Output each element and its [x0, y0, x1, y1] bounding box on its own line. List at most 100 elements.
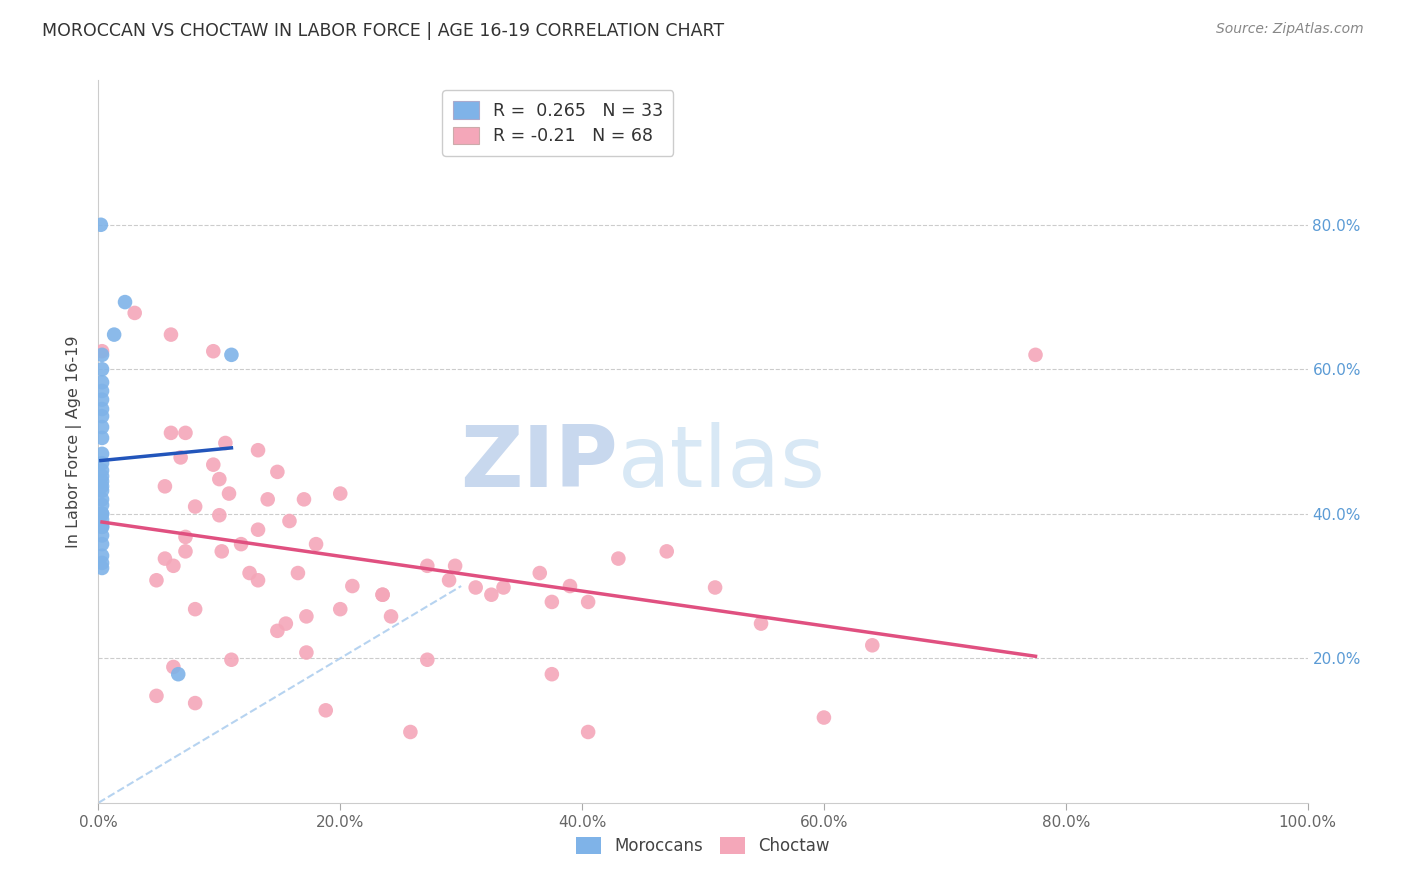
Point	[91, 447, 114, 461]
Point	[221, 348, 243, 362]
Point	[103, 327, 125, 342]
Text: atlas: atlas	[619, 422, 827, 505]
Point	[208, 472, 231, 486]
Point	[558, 579, 581, 593]
Point	[239, 566, 262, 580]
Point	[529, 566, 551, 580]
Point	[266, 624, 288, 638]
Point	[160, 425, 183, 440]
Point	[813, 710, 835, 724]
Point	[437, 574, 460, 588]
Point	[91, 362, 114, 376]
Point	[91, 549, 114, 563]
Point	[91, 475, 114, 489]
Point	[167, 667, 190, 681]
Point	[184, 696, 207, 710]
Point	[91, 498, 114, 512]
Point	[607, 551, 630, 566]
Point	[91, 528, 114, 542]
Point	[860, 638, 883, 652]
Text: Source: ZipAtlas.com: Source: ZipAtlas.com	[1216, 22, 1364, 37]
Point	[416, 558, 439, 573]
Point	[655, 544, 678, 558]
Point	[214, 436, 236, 450]
Point	[145, 574, 167, 588]
Point	[247, 523, 270, 537]
Point	[91, 479, 114, 493]
Point	[91, 507, 114, 521]
Point	[247, 443, 270, 458]
Point	[221, 653, 243, 667]
Point	[329, 486, 352, 500]
Point	[91, 520, 114, 534]
Point	[380, 609, 402, 624]
Y-axis label: In Labor Force | Age 16-19: In Labor Force | Age 16-19	[66, 335, 83, 548]
Point	[287, 566, 309, 580]
Point	[416, 653, 439, 667]
Point	[91, 392, 114, 407]
Point	[481, 588, 503, 602]
Point	[444, 558, 467, 573]
Point	[174, 530, 197, 544]
Point	[256, 492, 278, 507]
Point	[342, 579, 364, 593]
Point	[399, 725, 422, 739]
Point	[704, 581, 727, 595]
Point	[91, 492, 114, 507]
Point	[91, 512, 114, 526]
Point	[174, 425, 197, 440]
Point	[169, 450, 191, 465]
Point	[295, 609, 318, 624]
Point	[184, 500, 207, 514]
Point	[91, 402, 114, 417]
Point	[91, 561, 114, 575]
Point	[295, 646, 318, 660]
Point	[292, 492, 315, 507]
Point	[162, 660, 184, 674]
Point	[91, 384, 114, 398]
Point	[91, 431, 114, 445]
Point	[91, 348, 114, 362]
Point	[91, 463, 114, 477]
Point	[211, 544, 233, 558]
Point	[153, 479, 176, 493]
Point	[145, 689, 167, 703]
Point	[208, 508, 231, 523]
Point	[174, 544, 197, 558]
Point	[576, 595, 599, 609]
Point	[492, 581, 515, 595]
Point	[91, 420, 114, 434]
Point	[218, 486, 240, 500]
Point	[91, 469, 114, 483]
Point	[464, 581, 486, 595]
Point	[371, 588, 394, 602]
Point	[278, 514, 301, 528]
Point	[1024, 348, 1046, 362]
Point	[202, 344, 225, 359]
Point	[274, 616, 297, 631]
Point	[576, 725, 599, 739]
Point	[371, 588, 394, 602]
Point	[153, 551, 176, 566]
Point	[184, 602, 207, 616]
Point	[540, 667, 562, 681]
Point	[91, 556, 114, 570]
Point	[91, 507, 114, 521]
Point	[160, 327, 183, 342]
Point	[315, 703, 337, 717]
Point	[329, 602, 352, 616]
Point	[162, 558, 184, 573]
Point	[91, 344, 114, 359]
Point	[202, 458, 225, 472]
Point	[91, 537, 114, 551]
Point	[91, 376, 114, 390]
Point	[540, 595, 562, 609]
Point	[91, 409, 114, 424]
Point	[266, 465, 288, 479]
Point	[91, 520, 114, 534]
Point	[91, 483, 114, 498]
Point	[124, 306, 146, 320]
Point	[114, 295, 136, 310]
Point	[91, 456, 114, 470]
Point	[247, 574, 270, 588]
